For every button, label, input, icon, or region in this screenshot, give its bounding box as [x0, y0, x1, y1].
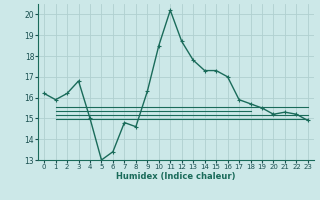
X-axis label: Humidex (Indice chaleur): Humidex (Indice chaleur) [116, 172, 236, 181]
